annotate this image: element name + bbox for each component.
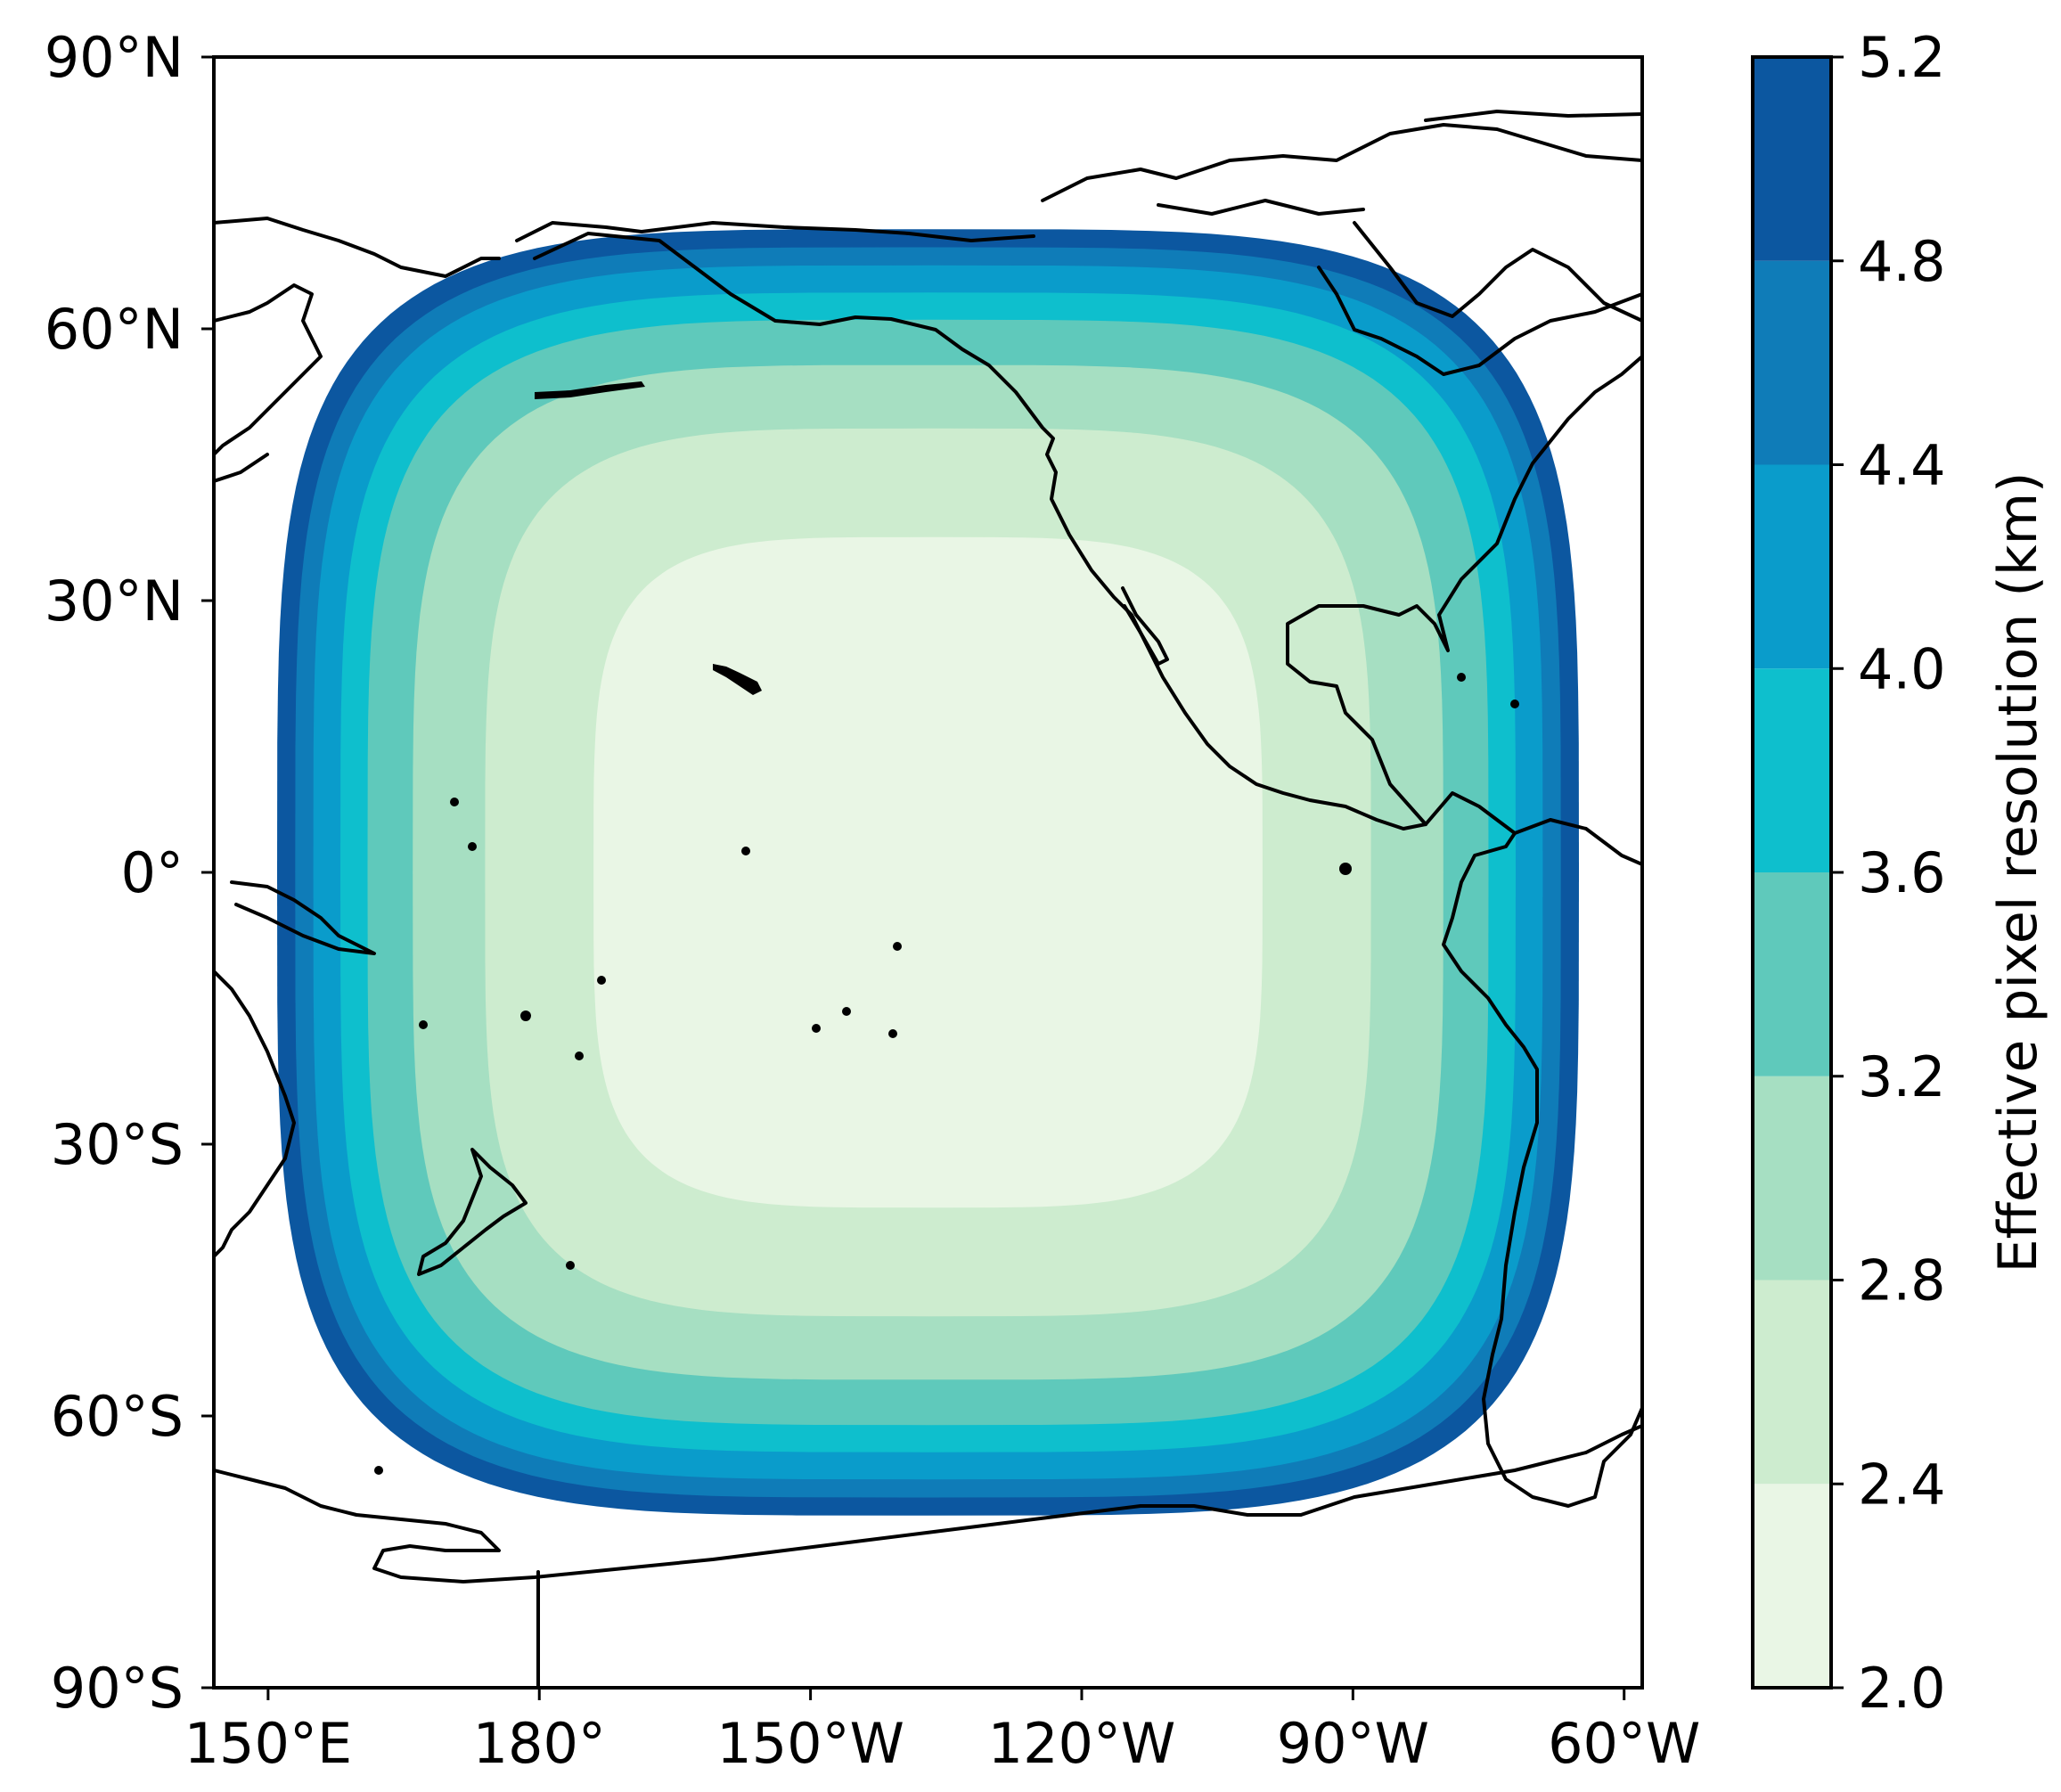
y-tick-label: 60°S bbox=[51, 1384, 184, 1449]
colorbar-band bbox=[1753, 1076, 1831, 1281]
coastline-arctic-canada bbox=[1041, 110, 1642, 323]
y-tick-label: 90°N bbox=[45, 25, 184, 90]
colorbar-band bbox=[1753, 668, 1831, 872]
pacific-islands bbox=[374, 381, 1519, 1475]
coastline-gulf-mexico bbox=[1286, 355, 1642, 826]
colorbar-tick-label: 3.6 bbox=[1858, 840, 1946, 905]
x-tick-label: 180° bbox=[473, 1711, 606, 1776]
x-tick-label: 120°W bbox=[988, 1711, 1176, 1776]
colorbar-tick-label: 4.0 bbox=[1858, 636, 1946, 701]
map-ticks: 150°E 180° 150°W 120°W 90°W 60°W 90°N 60°N 30°N 0… bbox=[45, 25, 1701, 1776]
y-tick-label: 60°N bbox=[45, 297, 184, 362]
contour-band-2-2.4 bbox=[593, 536, 1263, 1208]
colorbar-band bbox=[1753, 260, 1831, 465]
colorbar-tick-label: 4.4 bbox=[1858, 433, 1946, 498]
colorbar-label: Effective pixel resolution (km) bbox=[1987, 472, 2049, 1273]
resolution-contours bbox=[277, 229, 1579, 1516]
coastline-south-america bbox=[1424, 791, 1642, 1508]
y-tick-label: 30°S bbox=[51, 1112, 184, 1177]
colorbar-tick-label: 3.2 bbox=[1858, 1044, 1946, 1109]
coastline-south-america-east bbox=[1513, 818, 1642, 866]
colorbar: 2.0 2.4 2.8 3.2 3.6 4.0 4.4 4.8 5.2 Effective pi… bbox=[1751, 25, 2049, 1721]
coastline-new-zealand bbox=[417, 1148, 528, 1276]
colorbar-tick-label: 5.2 bbox=[1858, 25, 1946, 90]
colorbar-band bbox=[1753, 57, 1831, 261]
coastline-hudson-bay bbox=[1317, 266, 1642, 376]
colorbar-bands bbox=[1753, 57, 1831, 1688]
colorbar-band bbox=[1753, 1280, 1831, 1485]
y-tick-label: 90°S bbox=[51, 1656, 184, 1721]
coastline-new-guinea bbox=[230, 880, 376, 955]
coastline-asia bbox=[214, 217, 501, 483]
x-tick-label: 150°E bbox=[184, 1711, 353, 1776]
colorbar-tick-label: 2.8 bbox=[1858, 1248, 1946, 1313]
colorbar-tick-label: 4.8 bbox=[1858, 229, 1946, 294]
coastline-australia bbox=[214, 970, 296, 1258]
coastline-alaska-north bbox=[515, 221, 1035, 242]
y-tick-label: 30°N bbox=[45, 569, 184, 634]
y-tick-label: 0° bbox=[121, 840, 184, 905]
coastline-antarctica bbox=[214, 1424, 1642, 1583]
colorbar-tick-label: 2.4 bbox=[1858, 1452, 1946, 1517]
coastline-baja bbox=[1121, 586, 1169, 666]
colorbar-band bbox=[1753, 1484, 1831, 1688]
x-tick-label: 60°W bbox=[1548, 1711, 1700, 1776]
x-tick-label: 150°W bbox=[716, 1711, 904, 1776]
map-axes: 150°E 180° 150°W 120°W 90°W 60°W 90°N 60°N 30°N 0… bbox=[45, 25, 1701, 1776]
coastline-north-america-west bbox=[533, 232, 1427, 831]
colorbar-band bbox=[1753, 464, 1831, 669]
coastlines bbox=[214, 110, 1642, 1688]
colorbar-ticks: 2.0 2.4 2.8 3.2 3.6 4.0 4.4 4.8 5.2 bbox=[1831, 25, 1946, 1721]
colorbar-tick-label: 2.0 bbox=[1858, 1656, 1946, 1721]
colorbar-band bbox=[1753, 872, 1831, 1076]
x-tick-label: 90°W bbox=[1277, 1711, 1429, 1776]
